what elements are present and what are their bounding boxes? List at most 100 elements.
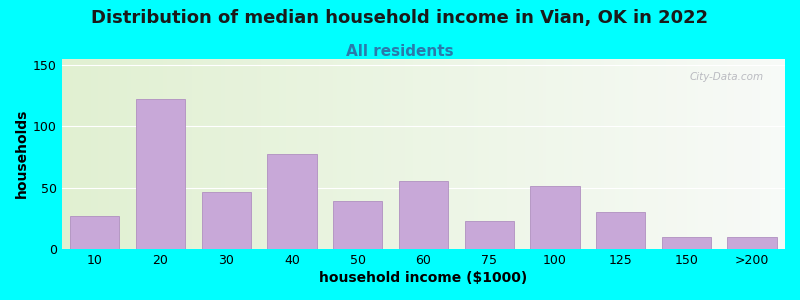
Bar: [601, 58, 604, 249]
Bar: [702, 58, 706, 249]
Bar: [474, 58, 478, 249]
Bar: [315, 58, 318, 249]
Bar: [608, 58, 611, 249]
Bar: [691, 58, 694, 249]
Bar: [145, 58, 149, 249]
Bar: [449, 58, 452, 249]
Bar: [452, 58, 456, 249]
Bar: [530, 186, 579, 249]
Bar: [485, 58, 489, 249]
Bar: [185, 58, 189, 249]
Bar: [706, 58, 709, 249]
Bar: [749, 58, 753, 249]
Bar: [250, 58, 254, 249]
Bar: [648, 58, 651, 249]
Bar: [239, 58, 242, 249]
Bar: [427, 58, 430, 249]
Bar: [430, 58, 434, 249]
Bar: [333, 58, 337, 249]
Bar: [354, 58, 358, 249]
Bar: [622, 58, 626, 249]
Bar: [698, 58, 702, 249]
Bar: [232, 58, 235, 249]
Bar: [666, 58, 670, 249]
Bar: [66, 58, 69, 249]
Bar: [123, 58, 127, 249]
Bar: [528, 58, 532, 249]
Bar: [463, 58, 467, 249]
Bar: [630, 58, 633, 249]
Bar: [738, 58, 742, 249]
Bar: [763, 58, 767, 249]
Bar: [499, 58, 503, 249]
Bar: [275, 58, 279, 249]
Bar: [308, 58, 311, 249]
Bar: [69, 58, 73, 249]
Bar: [687, 58, 691, 249]
Bar: [753, 58, 756, 249]
Bar: [597, 58, 601, 249]
Bar: [554, 58, 558, 249]
Bar: [192, 58, 196, 249]
Bar: [618, 58, 622, 249]
Bar: [83, 58, 87, 249]
Bar: [503, 58, 506, 249]
Text: Distribution of median household income in Vian, OK in 2022: Distribution of median household income …: [91, 9, 709, 27]
Bar: [774, 58, 778, 249]
Bar: [550, 58, 554, 249]
Bar: [713, 58, 716, 249]
Bar: [402, 58, 406, 249]
Bar: [558, 58, 561, 249]
Bar: [91, 58, 94, 249]
Bar: [456, 58, 460, 249]
Bar: [228, 58, 232, 249]
Bar: [438, 58, 442, 249]
Bar: [163, 58, 166, 249]
Bar: [521, 58, 525, 249]
Bar: [662, 237, 711, 249]
Bar: [73, 58, 76, 249]
Bar: [582, 58, 586, 249]
Bar: [120, 58, 123, 249]
Bar: [282, 58, 286, 249]
X-axis label: household income ($1000): household income ($1000): [319, 271, 527, 285]
Bar: [633, 58, 637, 249]
Bar: [391, 58, 394, 249]
Bar: [272, 58, 275, 249]
Bar: [482, 58, 485, 249]
Bar: [596, 212, 646, 249]
Bar: [261, 58, 264, 249]
Bar: [542, 58, 546, 249]
Bar: [467, 58, 470, 249]
Bar: [465, 221, 514, 249]
Bar: [579, 58, 582, 249]
Bar: [496, 58, 499, 249]
Bar: [670, 58, 673, 249]
Bar: [734, 58, 738, 249]
Bar: [782, 58, 785, 249]
Bar: [311, 58, 315, 249]
Bar: [242, 58, 246, 249]
Bar: [723, 58, 727, 249]
Bar: [546, 58, 550, 249]
Bar: [189, 58, 192, 249]
Bar: [322, 58, 326, 249]
Bar: [716, 58, 720, 249]
Bar: [489, 58, 492, 249]
Bar: [399, 182, 448, 249]
Bar: [351, 58, 354, 249]
Bar: [106, 58, 109, 249]
Bar: [373, 58, 377, 249]
Bar: [518, 58, 521, 249]
Bar: [756, 58, 760, 249]
Bar: [264, 58, 268, 249]
Text: City-Data.com: City-Data.com: [689, 72, 763, 82]
Bar: [778, 58, 782, 249]
Bar: [387, 58, 391, 249]
Bar: [409, 58, 413, 249]
Bar: [301, 58, 304, 249]
Bar: [113, 58, 116, 249]
Bar: [742, 58, 746, 249]
Bar: [297, 58, 301, 249]
Bar: [337, 58, 340, 249]
